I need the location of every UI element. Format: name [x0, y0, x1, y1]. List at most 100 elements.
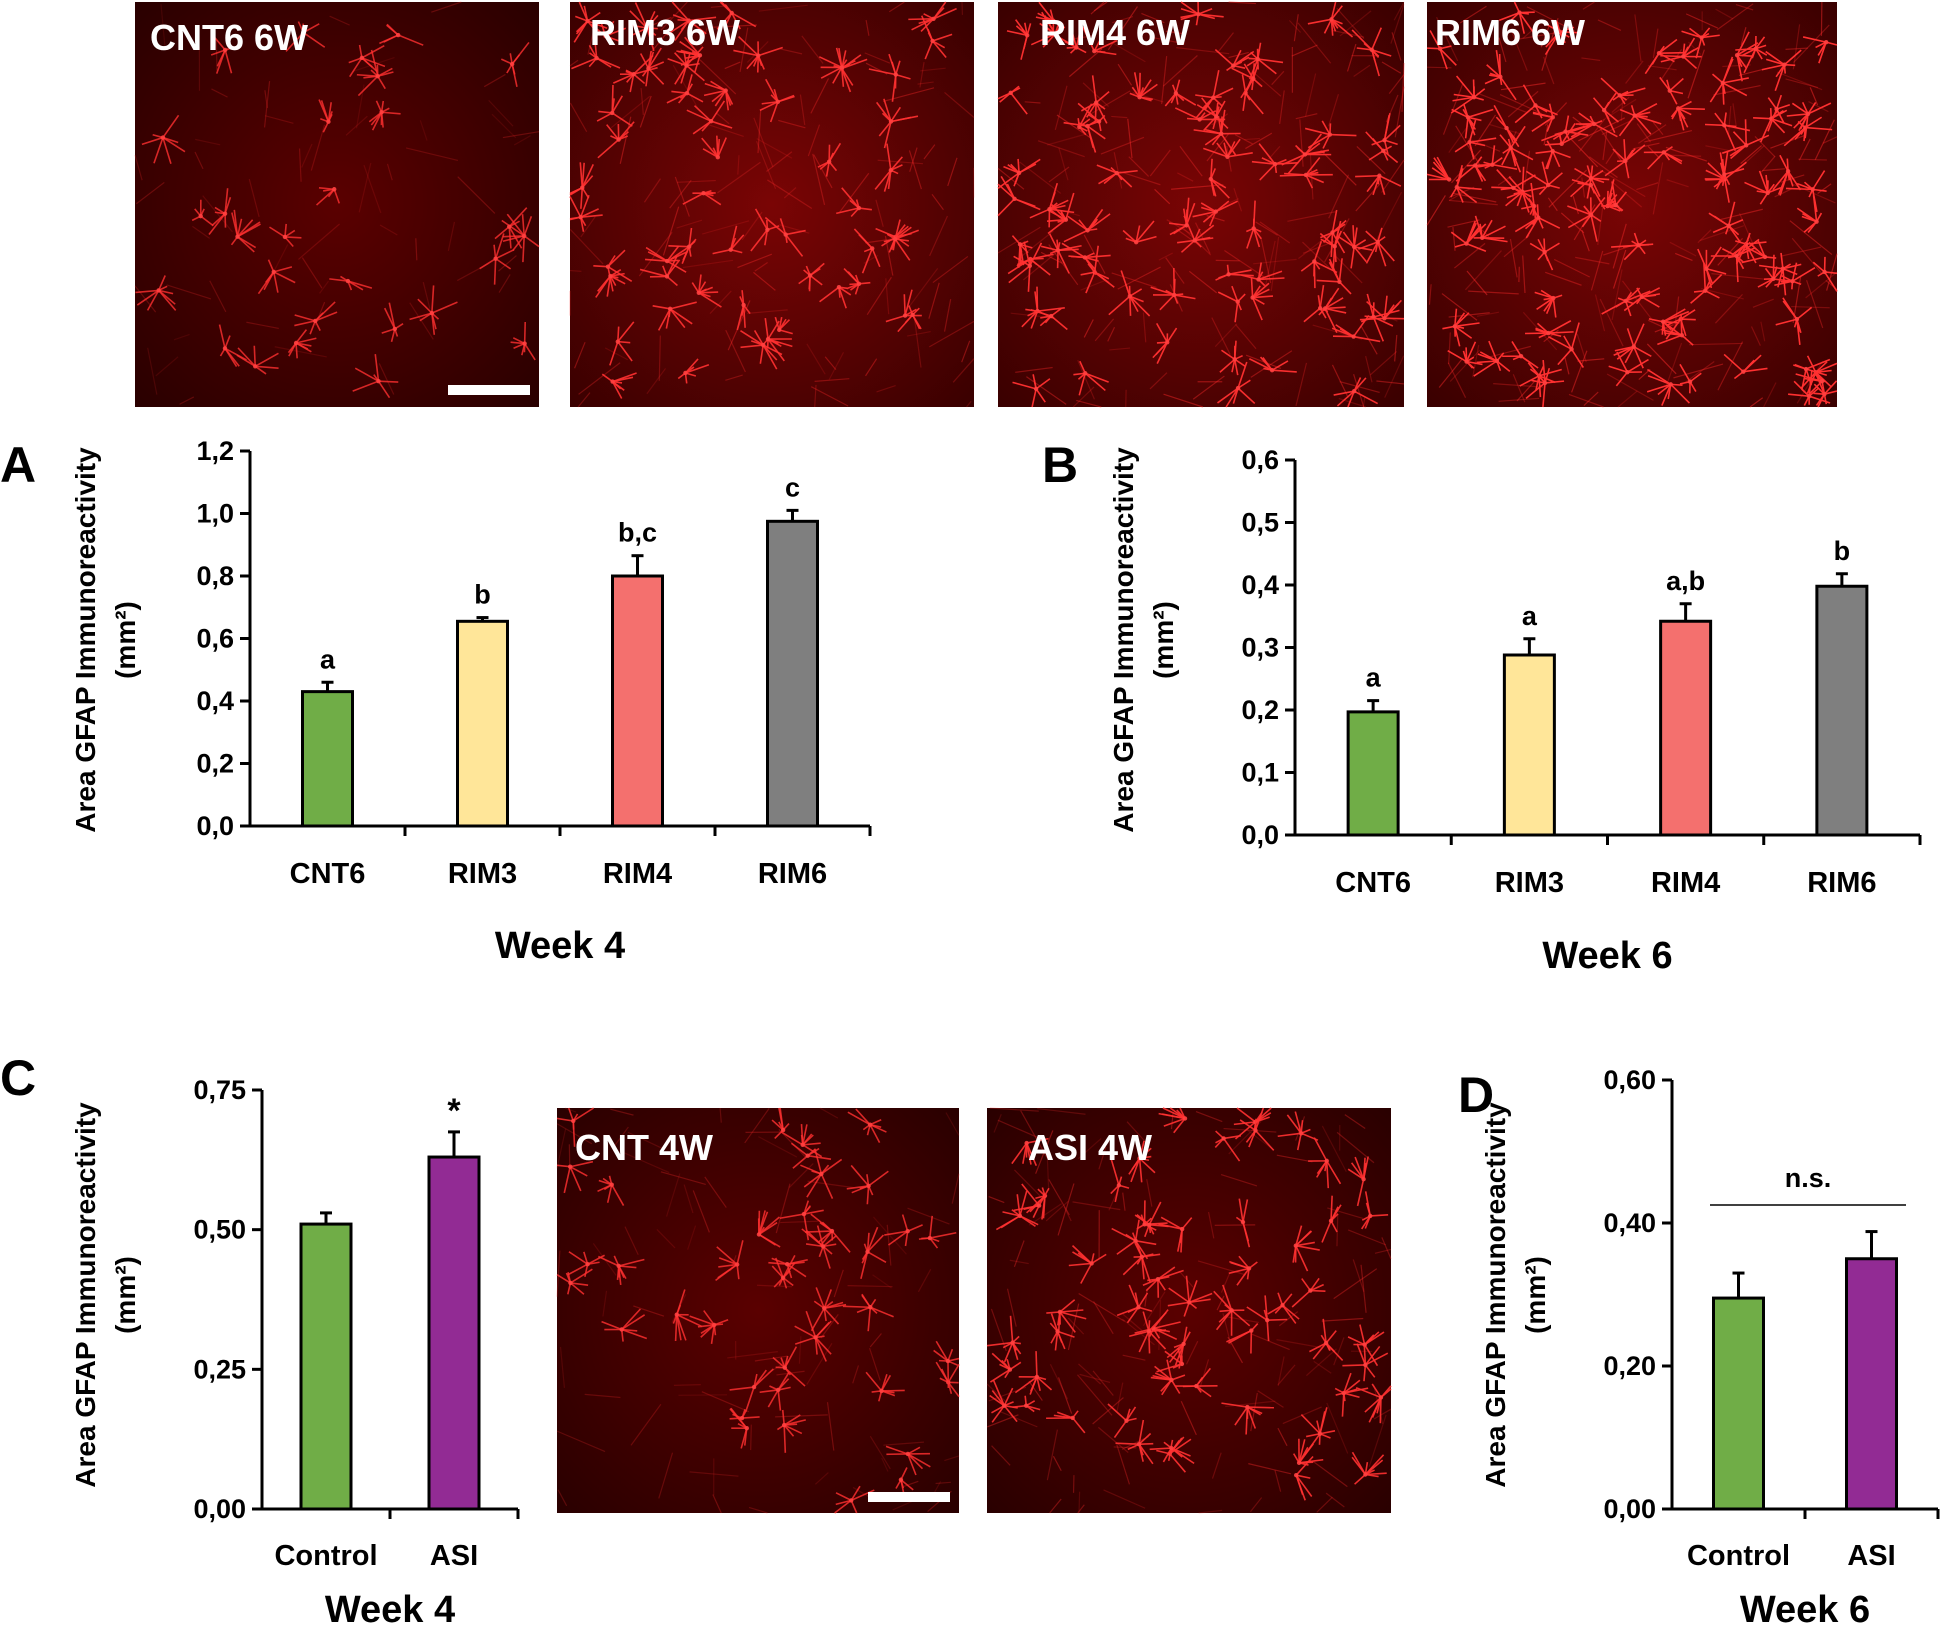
astrocyte-process — [1307, 18, 1332, 25]
astrocyte-process — [501, 219, 525, 237]
fibre-mark — [1295, 113, 1318, 120]
astrocyte-body — [1293, 1472, 1299, 1478]
astrocyte-body — [1332, 244, 1337, 249]
astrocyte-process — [1626, 328, 1635, 347]
astrocyte-process — [1221, 349, 1236, 360]
astrocyte-process — [579, 194, 590, 218]
fibre-mark — [944, 1455, 960, 1462]
astrocyte-process — [686, 92, 704, 103]
fibre-mark — [1503, 234, 1530, 258]
astrocyte-process — [1148, 1329, 1167, 1333]
fibre-mark — [1493, 383, 1544, 388]
fibre-mark — [1452, 226, 1456, 251]
astrocyte-body — [1074, 45, 1079, 50]
astrocyte-process — [1362, 1162, 1367, 1180]
astrocyte-process — [1552, 130, 1566, 141]
fibre-mark — [986, 1383, 1007, 1403]
astrocyte-process — [1788, 393, 1810, 397]
astrocyte-process — [792, 1155, 809, 1169]
fibre-mark — [1472, 344, 1480, 378]
fibre-mark — [1401, 62, 1405, 112]
astrocyte-process — [1455, 75, 1475, 98]
astrocyte-process — [1195, 1367, 1212, 1387]
astrocyte-process — [1808, 369, 1813, 397]
astrocyte-body — [1194, 1383, 1199, 1389]
astrocyte-process — [388, 302, 396, 330]
fibre-mark — [1216, 1295, 1225, 1311]
astrocyte-process — [1767, 108, 1778, 132]
astrocyte-process — [1095, 102, 1108, 124]
astrocyte-process — [777, 95, 795, 103]
astrocyte-body — [1256, 277, 1261, 282]
astrocyte-process — [1163, 1117, 1186, 1127]
astrocyte-process — [674, 20, 690, 41]
fibre-mark — [1037, 140, 1085, 158]
astrocyte-process — [1508, 176, 1524, 193]
astrocyte-process — [606, 1184, 613, 1203]
fibre-mark — [1578, 118, 1606, 152]
astrocyte-process — [1351, 1456, 1367, 1475]
astrocyte-process — [1180, 13, 1199, 19]
significance-label: b — [1834, 536, 1851, 566]
astrocyte-process — [1154, 1365, 1172, 1381]
astrocyte-texture — [556, 1107, 960, 1514]
astrocyte-process — [381, 111, 401, 115]
astrocyte-process — [1294, 1111, 1302, 1134]
y-tick-label: 0,2 — [1241, 695, 1279, 725]
astrocyte-process — [1331, 219, 1347, 234]
astrocyte-process — [1328, 261, 1341, 283]
astrocyte-process — [494, 233, 505, 259]
astrocyte-process — [607, 249, 626, 268]
astrocyte-process — [1247, 1406, 1274, 1409]
fibre-mark — [919, 62, 925, 88]
astrocyte-process — [1755, 36, 1766, 50]
astrocyte-process — [1363, 1344, 1379, 1367]
astrocyte-process — [1531, 116, 1554, 133]
fibre-mark — [1543, 124, 1549, 146]
astrocyte-process — [1681, 334, 1694, 346]
astrocyte-process — [1295, 1244, 1320, 1251]
astrocyte-process — [1492, 163, 1518, 170]
astrocyte-body — [819, 1171, 824, 1177]
fibre-mark — [1048, 1179, 1070, 1216]
astrocyte-body — [756, 1232, 762, 1237]
fibre-mark — [1014, 1169, 1042, 1198]
astrocyte-process — [1723, 178, 1730, 203]
astrocyte-body — [866, 1183, 871, 1189]
astrocyte-process — [1236, 1267, 1250, 1286]
astrocyte-process — [606, 275, 612, 297]
astrocyte-body — [741, 302, 746, 308]
astrocyte-process — [846, 1185, 869, 1190]
astrocyte-process — [1546, 117, 1554, 132]
astrocyte-process — [1496, 360, 1511, 373]
astrocyte-body — [1186, 1300, 1192, 1305]
astrocyte-body — [1169, 1377, 1174, 1383]
astrocyte-process — [1467, 116, 1477, 130]
astrocyte-process — [318, 99, 330, 123]
astrocyte-process — [1252, 200, 1256, 229]
astrocyte-process — [1173, 1117, 1186, 1134]
fibre-mark — [1052, 1455, 1062, 1472]
astrocyte-process — [1300, 1414, 1321, 1435]
astrocyte-process — [924, 40, 934, 60]
astrocyte-process — [1657, 383, 1672, 396]
y-axis-title: Area GFAP Immunoreactivity — [70, 447, 101, 833]
astrocyte-process — [1807, 101, 1817, 115]
bar-rim4 — [611, 574, 664, 828]
astrocyte-process — [851, 1185, 869, 1194]
astrocyte-process — [633, 73, 646, 85]
astrocyte-process — [1383, 302, 1400, 319]
astrocyte-process — [1141, 1253, 1161, 1258]
astrocyte-body — [927, 1235, 933, 1241]
astrocyte-body — [1048, 313, 1054, 319]
astrocyte-process — [1648, 318, 1664, 323]
astrocyte-body — [1208, 176, 1214, 182]
astrocyte-body — [379, 110, 384, 115]
fibre-mark — [1255, 221, 1278, 236]
astrocyte-process — [1094, 271, 1110, 284]
astrocyte-process — [629, 27, 648, 37]
astrocyte-body — [1196, 11, 1201, 17]
astrocyte-process — [1804, 113, 1809, 139]
astrocyte-process — [1063, 121, 1088, 127]
astrocyte-process — [639, 53, 650, 69]
